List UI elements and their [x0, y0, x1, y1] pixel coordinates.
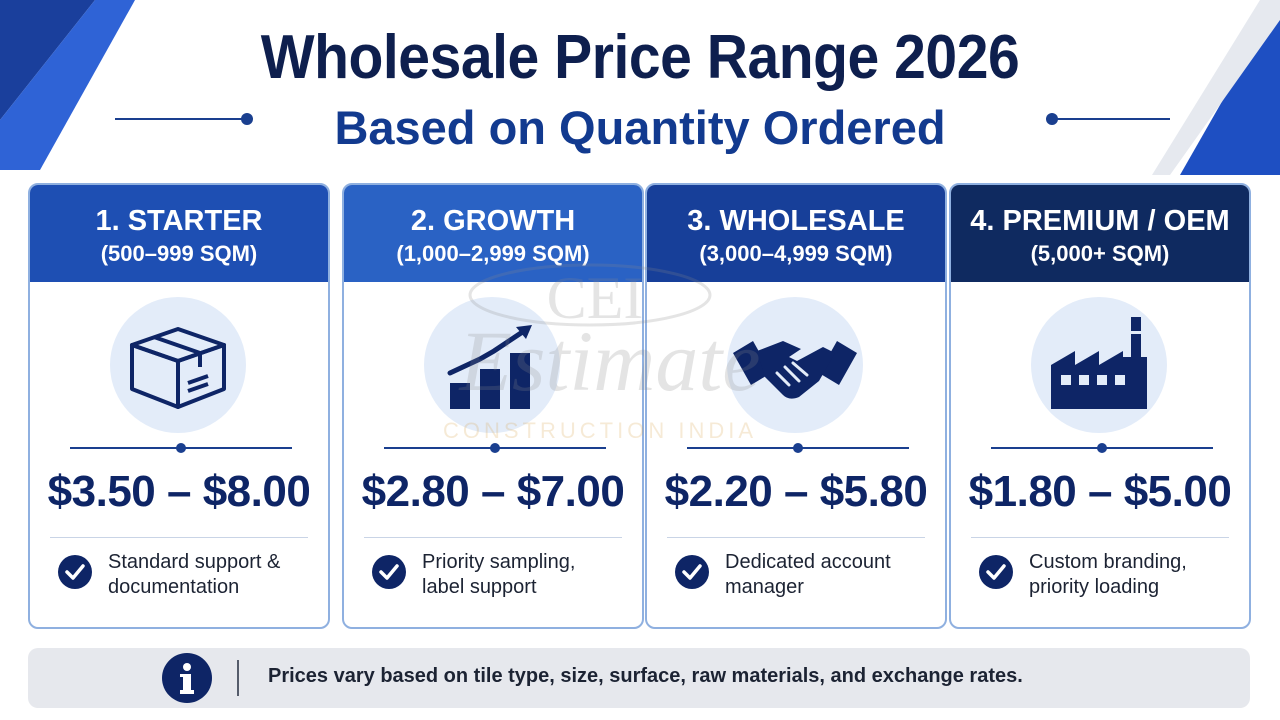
box-icon	[110, 297, 246, 433]
info-note: Prices vary based on tile type, size, su…	[268, 665, 1023, 687]
tier-feature: Dedicated account manager	[725, 550, 935, 600]
tier-range: (1,000–2,999 SQM)	[396, 241, 590, 266]
tier-feature-line: Standard support &	[108, 551, 281, 573]
page-title: Wholesale Price Range 2026	[260, 23, 1020, 92]
tier-header: 2. GROWTH (1,000–2,999 SQM)	[344, 185, 642, 282]
tier-feature-line: priority loading	[1029, 576, 1160, 598]
check-icon	[979, 555, 1013, 589]
tier-feature-line: label support	[422, 576, 537, 598]
info-bar: Prices vary based on tile type, size, su…	[28, 648, 1250, 708]
tier-price: $2.20 – $5.80	[664, 467, 928, 516]
check-icon	[675, 555, 709, 589]
tier-price: $1.80 – $5.00	[968, 467, 1232, 516]
card-divider-dot	[793, 443, 803, 453]
corner-decoration-left	[0, 0, 135, 170]
tier-card-premium-oem: 4. PREMIUM / OEM (5,000+ SQM) $1.80 – $5…	[949, 183, 1251, 629]
corner-decoration-right	[1152, 0, 1280, 175]
tier-feature: Priority sampling, label support	[422, 550, 632, 600]
tier-feature-line: manager	[725, 576, 804, 598]
tier-feature-line: documentation	[108, 576, 240, 598]
tier-feature: Standard support & documentation	[108, 550, 318, 600]
price-separator	[971, 537, 1229, 538]
factory-icon	[1031, 297, 1167, 433]
handshake-icon	[727, 297, 863, 433]
card-divider-dot	[176, 443, 186, 453]
tier-header: 3. WHOLESALE (3,000–4,999 SQM)	[647, 185, 945, 282]
info-icon	[162, 653, 212, 703]
card-divider-dot	[490, 443, 500, 453]
price-separator	[364, 537, 622, 538]
tier-range: (3,000–4,999 SQM)	[699, 241, 893, 266]
tier-name: 2. GROWTH	[410, 205, 576, 237]
subtitle-line-left	[115, 118, 245, 120]
tier-feature-line: Custom branding,	[1029, 551, 1187, 573]
tier-feature-line: Dedicated account	[725, 551, 891, 573]
price-separator	[50, 537, 308, 538]
tier-price: $3.50 – $8.00	[47, 467, 311, 516]
page-subtitle: Based on Quantity Ordered	[334, 101, 946, 154]
check-icon	[58, 555, 92, 589]
tier-name: 1. STARTER	[95, 205, 263, 237]
tier-price: $2.80 – $7.00	[361, 467, 625, 516]
price-separator	[667, 537, 925, 538]
tier-card-wholesale: 3. WHOLESALE (3,000–4,999 SQM) $2.20 – $…	[645, 183, 947, 629]
growth-chart-icon	[424, 297, 560, 433]
subtitle-dot-left	[241, 113, 253, 125]
tier-header: 4. PREMIUM / OEM (5,000+ SQM)	[951, 185, 1249, 282]
info-separator	[237, 660, 239, 696]
tier-name: 4. PREMIUM / OEM	[970, 205, 1230, 237]
tier-card-growth: 2. GROWTH (1,000–2,999 SQM) $2.80 – $7.0…	[342, 183, 644, 629]
tier-range: (500–999 SQM)	[100, 241, 258, 266]
tier-header: 1. STARTER (500–999 SQM)	[30, 185, 328, 282]
tier-feature-line: Priority sampling,	[422, 551, 576, 573]
tier-name: 3. WHOLESALE	[687, 205, 905, 237]
tier-card-starter: 1. STARTER (500–999 SQM) $3.50 – $8.00 S…	[28, 183, 330, 629]
card-divider-dot	[1097, 443, 1107, 453]
tier-range: (5,000+ SQM)	[1030, 241, 1170, 266]
check-icon	[372, 555, 406, 589]
tier-feature: Custom branding, priority loading	[1029, 550, 1239, 600]
subtitle-line-right	[1050, 118, 1170, 120]
